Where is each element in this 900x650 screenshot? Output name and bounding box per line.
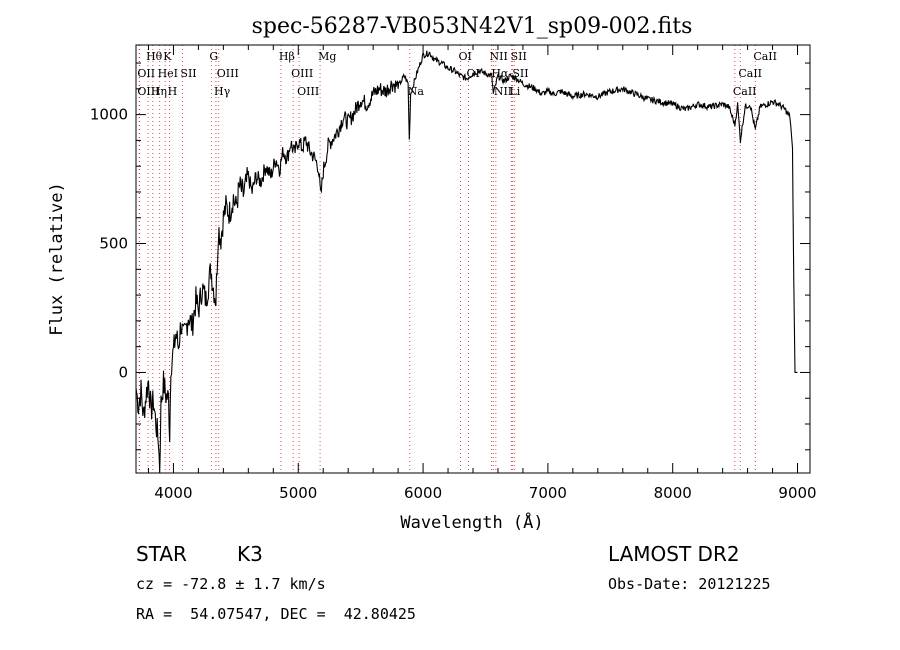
line-label-10: Hγ (214, 85, 231, 98)
line-label-19: SII (511, 50, 527, 63)
line-label-2: OII (137, 67, 155, 80)
y-tick-label-0: 0 (118, 363, 128, 381)
line-label-1: K (163, 50, 172, 63)
axis-ticks: 4000 5000 6000 7000 8000 9000 0 500 1000 (90, 45, 817, 502)
y-tick-label-1: 500 (99, 235, 128, 253)
spectrum-line (135, 50, 798, 474)
x-tick-label-0: 4000 (154, 484, 192, 502)
x-tick-label-2: 6000 (404, 484, 442, 502)
plot-frame (135, 44, 811, 474)
line-label-14: Mg (318, 50, 336, 63)
x-axis-label: Wavelength (Å) (400, 511, 543, 533)
object-class: STAR (136, 542, 187, 566)
y-tick-label-2: 1000 (90, 106, 128, 124)
line-label-13: OIII (297, 85, 319, 98)
line-label-0: Hθ (146, 50, 163, 63)
survey-name: LAMOST DR2 (608, 542, 740, 566)
x-tick-label-3: 7000 (529, 484, 567, 502)
redshift-text: cz = -72.8 ± 1.7 km/s (136, 575, 326, 593)
line-label-7: H (168, 85, 178, 98)
line-label-18: NII (489, 50, 507, 63)
line-label-8: G (209, 50, 218, 63)
x-tick-label-5: 9000 (778, 484, 816, 502)
obs-date: Obs-Date: 20121225 (608, 575, 771, 593)
y-axis-label: Flux (relative) (47, 182, 67, 336)
x-tick-label-4: 8000 (654, 484, 692, 502)
line-label-25: CaII (738, 67, 762, 80)
line-label-5: OIII (137, 85, 159, 98)
line-markers (138, 45, 756, 473)
line-label-11: Hβ (279, 50, 295, 63)
chart-title: spec-56287-VB053N42V1_sp09-002.fits (252, 14, 693, 39)
line-label-4: SII (180, 67, 196, 80)
line-label-3: HeI (158, 67, 178, 80)
line-label-24: CaII (753, 50, 777, 63)
line-label-22: NII (494, 85, 512, 98)
line-label-16: OI (459, 50, 472, 63)
object-subclass: K3 (237, 542, 263, 566)
line-label-23: Li (509, 85, 520, 98)
x-tick-label-1: 5000 (279, 484, 317, 502)
coordinates: RA = 54.07547, DEC = 42.80425 (136, 605, 416, 623)
line-label-12: OIII (291, 67, 313, 80)
line-label-20: Hα (491, 67, 509, 80)
line-label-26: CaII (733, 85, 757, 98)
line-label-9: OIII (217, 67, 239, 80)
line-label-6: Hη (151, 85, 167, 98)
